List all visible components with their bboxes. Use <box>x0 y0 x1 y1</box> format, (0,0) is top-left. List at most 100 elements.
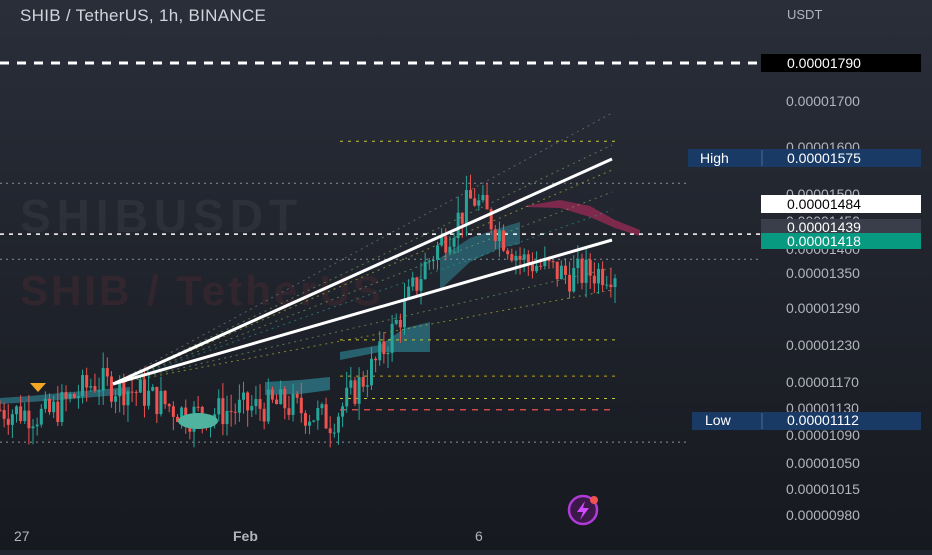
fan-line <box>112 144 613 385</box>
high-badge <box>688 149 921 167</box>
candle-body <box>130 391 134 393</box>
candle-body <box>415 277 419 291</box>
candle-body <box>386 352 390 355</box>
candle-body <box>584 259 588 283</box>
candle-body <box>105 368 109 377</box>
candle-body <box>436 245 440 260</box>
candle-body <box>341 406 345 417</box>
candle-body <box>423 261 427 280</box>
candle-body <box>10 414 14 425</box>
candle-body <box>592 275 596 284</box>
candle-body <box>605 284 609 286</box>
candle-body <box>72 393 76 398</box>
candle-body <box>2 410 6 419</box>
candle-body <box>101 368 105 391</box>
candle-body <box>473 198 477 206</box>
candle-body <box>138 379 142 393</box>
price-tick: 0.00001700 <box>786 93 860 109</box>
candle-body <box>530 262 534 272</box>
prev-close-badge <box>761 219 921 236</box>
candle-body <box>221 398 225 425</box>
candle-body <box>601 268 605 286</box>
candle-body <box>419 279 423 291</box>
arrow-marker-icon <box>30 383 46 392</box>
fan-line <box>112 112 613 385</box>
candle-body <box>85 375 89 388</box>
candle-body <box>477 200 481 206</box>
candle-body <box>407 286 411 299</box>
candle-body <box>361 377 365 387</box>
candle-body <box>167 404 171 407</box>
low-value: 0.00001112 <box>787 412 859 428</box>
price-tick: 0.00001170 <box>786 374 859 390</box>
resistance-badge <box>761 195 921 213</box>
candle-body <box>122 379 126 406</box>
prev-close-value: 0.00001439 <box>787 219 861 235</box>
candle-body <box>394 319 398 324</box>
price-tick: 0.00000980 <box>786 507 860 523</box>
candle-body <box>559 265 563 280</box>
candle-body <box>324 404 328 429</box>
candle-body <box>526 254 530 263</box>
candle-body <box>572 268 576 292</box>
candle-body <box>283 389 287 409</box>
candle-body <box>295 393 299 398</box>
candle-body <box>27 410 31 429</box>
candle-body <box>452 238 456 247</box>
candle-body <box>39 408 43 425</box>
candle-body <box>588 259 592 276</box>
candle-body <box>568 274 572 292</box>
candle-body <box>217 398 221 415</box>
candle-body <box>514 255 518 261</box>
candle-body <box>262 408 266 422</box>
candle-body <box>398 319 402 328</box>
fan-line <box>112 209 613 385</box>
candle-body <box>365 385 369 387</box>
trendline-upper[interactable] <box>112 157 613 386</box>
candle-body <box>328 428 332 434</box>
candle-body <box>336 416 340 433</box>
price-axis[interactable]: USDT 0.00001700 0.00001600 0.00001500 0.… <box>688 7 921 523</box>
level-lines <box>0 61 760 443</box>
time-tick: 6 <box>475 528 483 544</box>
candle-body <box>159 390 163 415</box>
candle-body <box>522 254 526 260</box>
candle-body <box>382 341 386 355</box>
candle-body <box>502 230 506 251</box>
candle-body <box>89 386 93 388</box>
candle-body <box>431 259 435 261</box>
candle-body <box>456 212 460 239</box>
candle-body <box>258 399 262 409</box>
candle-body <box>0 409 2 411</box>
price-tick: 0.00001350 <box>786 265 860 281</box>
fan-line <box>112 289 613 385</box>
trendline-lower[interactable] <box>112 238 613 386</box>
candle-body <box>535 265 539 272</box>
flash-alert-icon[interactable] <box>567 494 599 526</box>
cloud-segment-right <box>525 200 640 236</box>
last-price-badge <box>761 233 921 249</box>
candle-body <box>200 407 204 419</box>
candle-body <box>43 398 47 409</box>
candle-body <box>448 246 452 253</box>
candle-body <box>250 406 254 411</box>
candle-body <box>378 341 382 361</box>
candle-body <box>171 406 175 417</box>
candle-body <box>312 420 316 422</box>
candle-body <box>320 404 324 409</box>
candle-body <box>242 392 246 400</box>
price-tick: 0.00001090 <box>786 427 860 443</box>
time-axis[interactable]: 27 Feb 6 <box>14 528 483 544</box>
candle-body <box>481 194 485 201</box>
candle-body <box>76 396 80 398</box>
candle-body <box>299 397 303 414</box>
high-value: 0.00001575 <box>787 150 861 166</box>
candle-body <box>31 426 35 429</box>
last-price-value: 0.00001418 <box>787 233 861 249</box>
candle-body <box>539 265 543 267</box>
candle-body <box>444 236 448 253</box>
high-name: High <box>700 150 729 166</box>
